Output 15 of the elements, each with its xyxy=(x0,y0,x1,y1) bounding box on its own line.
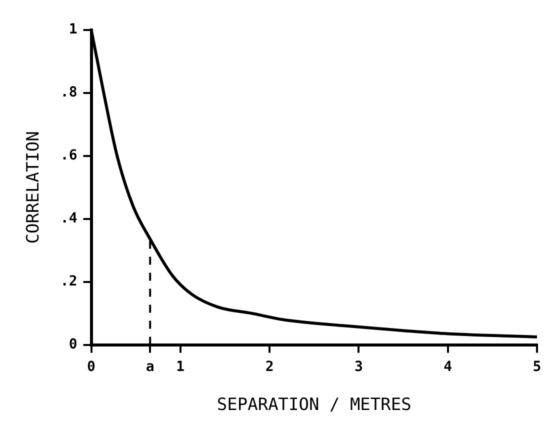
y-axis-title: CORRELATION xyxy=(24,131,44,244)
x-tick-label: 5 xyxy=(532,358,542,375)
y-tick-label: 1 xyxy=(68,22,78,38)
y-tick-label: .8 xyxy=(60,84,78,101)
x-tick-label: 4 xyxy=(444,358,452,375)
y-tick-label: 0 xyxy=(68,336,78,352)
x-tick-label: 3 xyxy=(354,358,363,375)
x-tick-label: 2 xyxy=(265,358,274,375)
x-axis-title: SEPARATION / METRES xyxy=(216,395,412,416)
y-tick-label: .2 xyxy=(60,273,78,290)
x-tick-label: 0 xyxy=(87,358,96,375)
y-tick-label: .4 xyxy=(60,210,78,227)
x-tick-label: a xyxy=(146,358,154,375)
y-tick-label: .6 xyxy=(60,148,78,164)
x-tick-label: 1 xyxy=(176,358,185,375)
